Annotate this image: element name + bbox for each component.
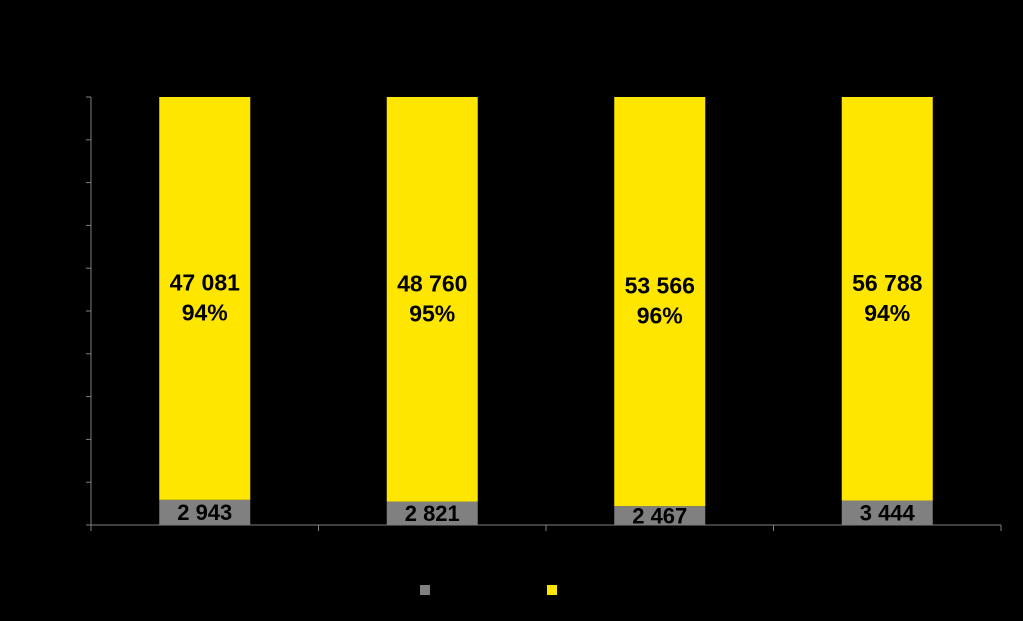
value-label: 2 821 bbox=[405, 501, 460, 526]
legend-marker bbox=[420, 585, 430, 595]
bar-segment bbox=[614, 506, 706, 525]
percent-label: 95% bbox=[409, 300, 455, 326]
bar-segment bbox=[614, 97, 706, 507]
value-label: 2 467 bbox=[632, 503, 687, 528]
value-label: 48 760 bbox=[397, 270, 467, 296]
bar-segment bbox=[159, 499, 251, 525]
percent-label: 96% bbox=[637, 303, 683, 329]
value-label: 56 788 bbox=[852, 270, 923, 296]
bar-segment bbox=[386, 97, 478, 502]
percent-label: 94% bbox=[864, 300, 910, 326]
bar-segment bbox=[159, 97, 251, 500]
bar-segment bbox=[841, 500, 933, 525]
bar-segment bbox=[386, 501, 478, 525]
percent-label: 94% bbox=[182, 299, 228, 325]
value-label: 3 444 bbox=[860, 501, 916, 526]
value-label: 53 566 bbox=[625, 273, 695, 299]
bar-segment bbox=[841, 97, 933, 501]
legend-marker bbox=[547, 585, 557, 595]
value-label: 47 081 bbox=[170, 269, 241, 295]
value-label: 2 943 bbox=[177, 500, 232, 525]
